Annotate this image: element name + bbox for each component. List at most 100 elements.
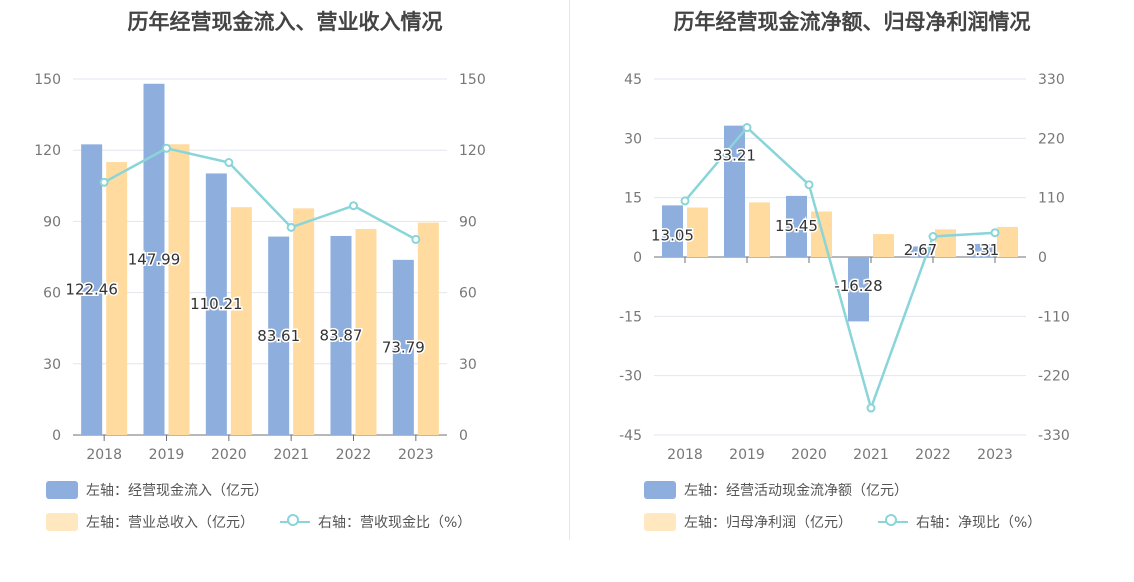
y-tick-label-left: 30: [624, 131, 642, 147]
y-tick-label-left: 60: [43, 286, 61, 302]
y-tick-label-left: 45: [624, 72, 642, 88]
legend-line-icon: [878, 513, 908, 531]
y-tick-label-right: -220: [1038, 369, 1070, 385]
chart-title: 历年经营现金流净额、归母净利润情况: [673, 10, 1031, 34]
ratio-point: [928, 232, 938, 242]
data-label: 73.79: [382, 338, 425, 356]
bar-primary: [662, 205, 683, 257]
ratio-point: [680, 196, 690, 206]
x-tick-label: 2019: [729, 447, 765, 463]
legend-label: 右轴：营收现金比（%）: [318, 515, 472, 531]
bar-primary: [392, 259, 414, 435]
ratio-point: [99, 177, 109, 187]
data-label: 15.45: [775, 217, 818, 235]
bar-secondary: [355, 228, 377, 435]
data-label: 122.46: [65, 281, 118, 299]
ratio-point: [866, 403, 876, 413]
y-tick-label-left: 120: [34, 143, 61, 159]
bar-primary: [848, 257, 869, 322]
data-label: 3.31: [966, 241, 999, 259]
data-label: 83.87: [320, 326, 363, 344]
chart-title: 历年经营现金流入、营业收入情况: [127, 10, 443, 34]
legend-item-ratio[interactable]: 右轴：营收现金比（%）: [280, 512, 471, 532]
x-tick-label: 2023: [977, 447, 1013, 463]
x-tick-label: 2019: [149, 447, 185, 463]
data-label: -16.28: [834, 277, 882, 295]
bar-primary: [268, 236, 290, 435]
legend-row-2: 左轴：归母净利润（亿元） 右轴：净现比（%）: [644, 512, 1067, 532]
bar-secondary: [873, 234, 894, 257]
ratio-point: [162, 143, 171, 153]
legend-label: 左轴：经营现金流入（亿元）: [86, 483, 268, 499]
y-tick-label-left: 0: [52, 428, 61, 444]
x-tick-label: 2018: [86, 447, 122, 463]
bar-primary: [910, 246, 931, 257]
ratio-line: [684, 125, 996, 413]
x-tick-label: 2020: [211, 447, 247, 463]
legend-label: 左轴：归母净利润（亿元）: [684, 515, 852, 531]
x-tick-label: 2022: [336, 447, 372, 463]
bar-secondary: [749, 202, 770, 257]
chart-net-cash-svg: -45 -30 -15 0 15 30 45 -330 -220 -110 0 110 220 330 20…: [619, 72, 1070, 463]
y-tick-label-left: 15: [624, 191, 642, 207]
legend-item-net-cash[interactable]: 左轴：经营活动现金流净额（亿元）: [644, 480, 908, 500]
x-tick-label: 2023: [398, 447, 434, 463]
y-tick-label-right: -330: [1038, 428, 1070, 444]
ratio-point: [990, 228, 1000, 238]
y-tick-label-right: 150: [459, 72, 486, 88]
y-tick-label-left: -45: [619, 428, 642, 444]
ratio-line: [103, 146, 417, 241]
x-tick-label: 2021: [273, 447, 309, 463]
legend-item-revenue[interactable]: 左轴：营业总收入（亿元）: [46, 512, 254, 532]
ratio-point: [742, 123, 752, 133]
legend-swatch-blue: [46, 481, 78, 499]
bar-secondary: [230, 207, 252, 435]
y-tick-label-right: 330: [1038, 72, 1065, 88]
legend-row-1: 左轴：经营现金流入（亿元）: [46, 480, 294, 500]
data-label: 83.61: [257, 327, 300, 345]
ratio-point: [286, 222, 296, 232]
y-tick-label-right: 120: [459, 143, 486, 159]
y-tick-label-right: 30: [459, 357, 477, 373]
legend-item-net-profit[interactable]: 左轴：归母净利润（亿元）: [644, 512, 852, 532]
ratio-point: [804, 180, 814, 190]
bar-secondary: [293, 208, 315, 435]
chart-panel-net-cash: 历年经营现金流净额、归母净利润情况 -45 -30 -15 0 15 30 45 -330 -2…: [570, 0, 1134, 582]
bar-secondary: [417, 222, 439, 435]
legend-swatch-orange: [644, 513, 676, 531]
legend-item-cash-inflow[interactable]: 左轴：经营现金流入（亿元）: [46, 480, 268, 500]
y-tick-label-left: -30: [619, 369, 642, 385]
legend-item-net-cash-ratio[interactable]: 右轴：净现比（%）: [878, 512, 1041, 532]
legend-row-1: 左轴：经营活动现金流净额（亿元）: [644, 480, 934, 500]
legend-line-icon: [280, 513, 310, 531]
ratio-point: [224, 158, 234, 168]
data-label: 147.99: [128, 250, 181, 268]
x-tick-label: 2020: [791, 447, 827, 463]
bar-primary: [205, 173, 227, 435]
y-tick-label-left: -15: [619, 309, 642, 325]
y-tick-label-left: 150: [34, 72, 61, 88]
x-tick-label: 2022: [915, 447, 951, 463]
data-label: 2.67: [904, 241, 937, 259]
y-tick-label-left: 30: [43, 357, 61, 373]
bar-primary: [81, 144, 103, 435]
data-label: 33.21: [713, 147, 756, 165]
ratio-point: [349, 201, 358, 211]
ratio-point: [411, 234, 421, 244]
chart-panel-cash-inflow: 历年经营现金流入、营业收入情况 0 30 60 90 120 150 0 30 60 90 120 1…: [34, 10, 497, 532]
data-label: 110.21: [190, 295, 243, 313]
y-tick-label-right: -110: [1038, 309, 1070, 325]
bar-primary: [786, 195, 807, 257]
legend-row-2: 左轴：营业总收入（亿元） 右轴：营收现金比（%）: [46, 512, 497, 532]
bar-secondary: [997, 226, 1018, 257]
y-tick-label-right: 0: [459, 428, 468, 444]
legend-swatch-orange: [46, 513, 78, 531]
x-tick-label: 2018: [667, 447, 703, 463]
legend-label: 左轴：营业总收入（亿元）: [86, 515, 254, 531]
y-tick-label-right: 0: [1038, 250, 1047, 266]
bar-secondary: [935, 229, 956, 257]
legend-label: 左轴：经营活动现金流净额（亿元）: [684, 483, 908, 499]
bar-primary: [972, 243, 993, 257]
chart-cash-inflow-svg: 0 30 60 90 120 150 0 30 60 90 120 150 2018 2019 2020 20…: [34, 72, 486, 463]
